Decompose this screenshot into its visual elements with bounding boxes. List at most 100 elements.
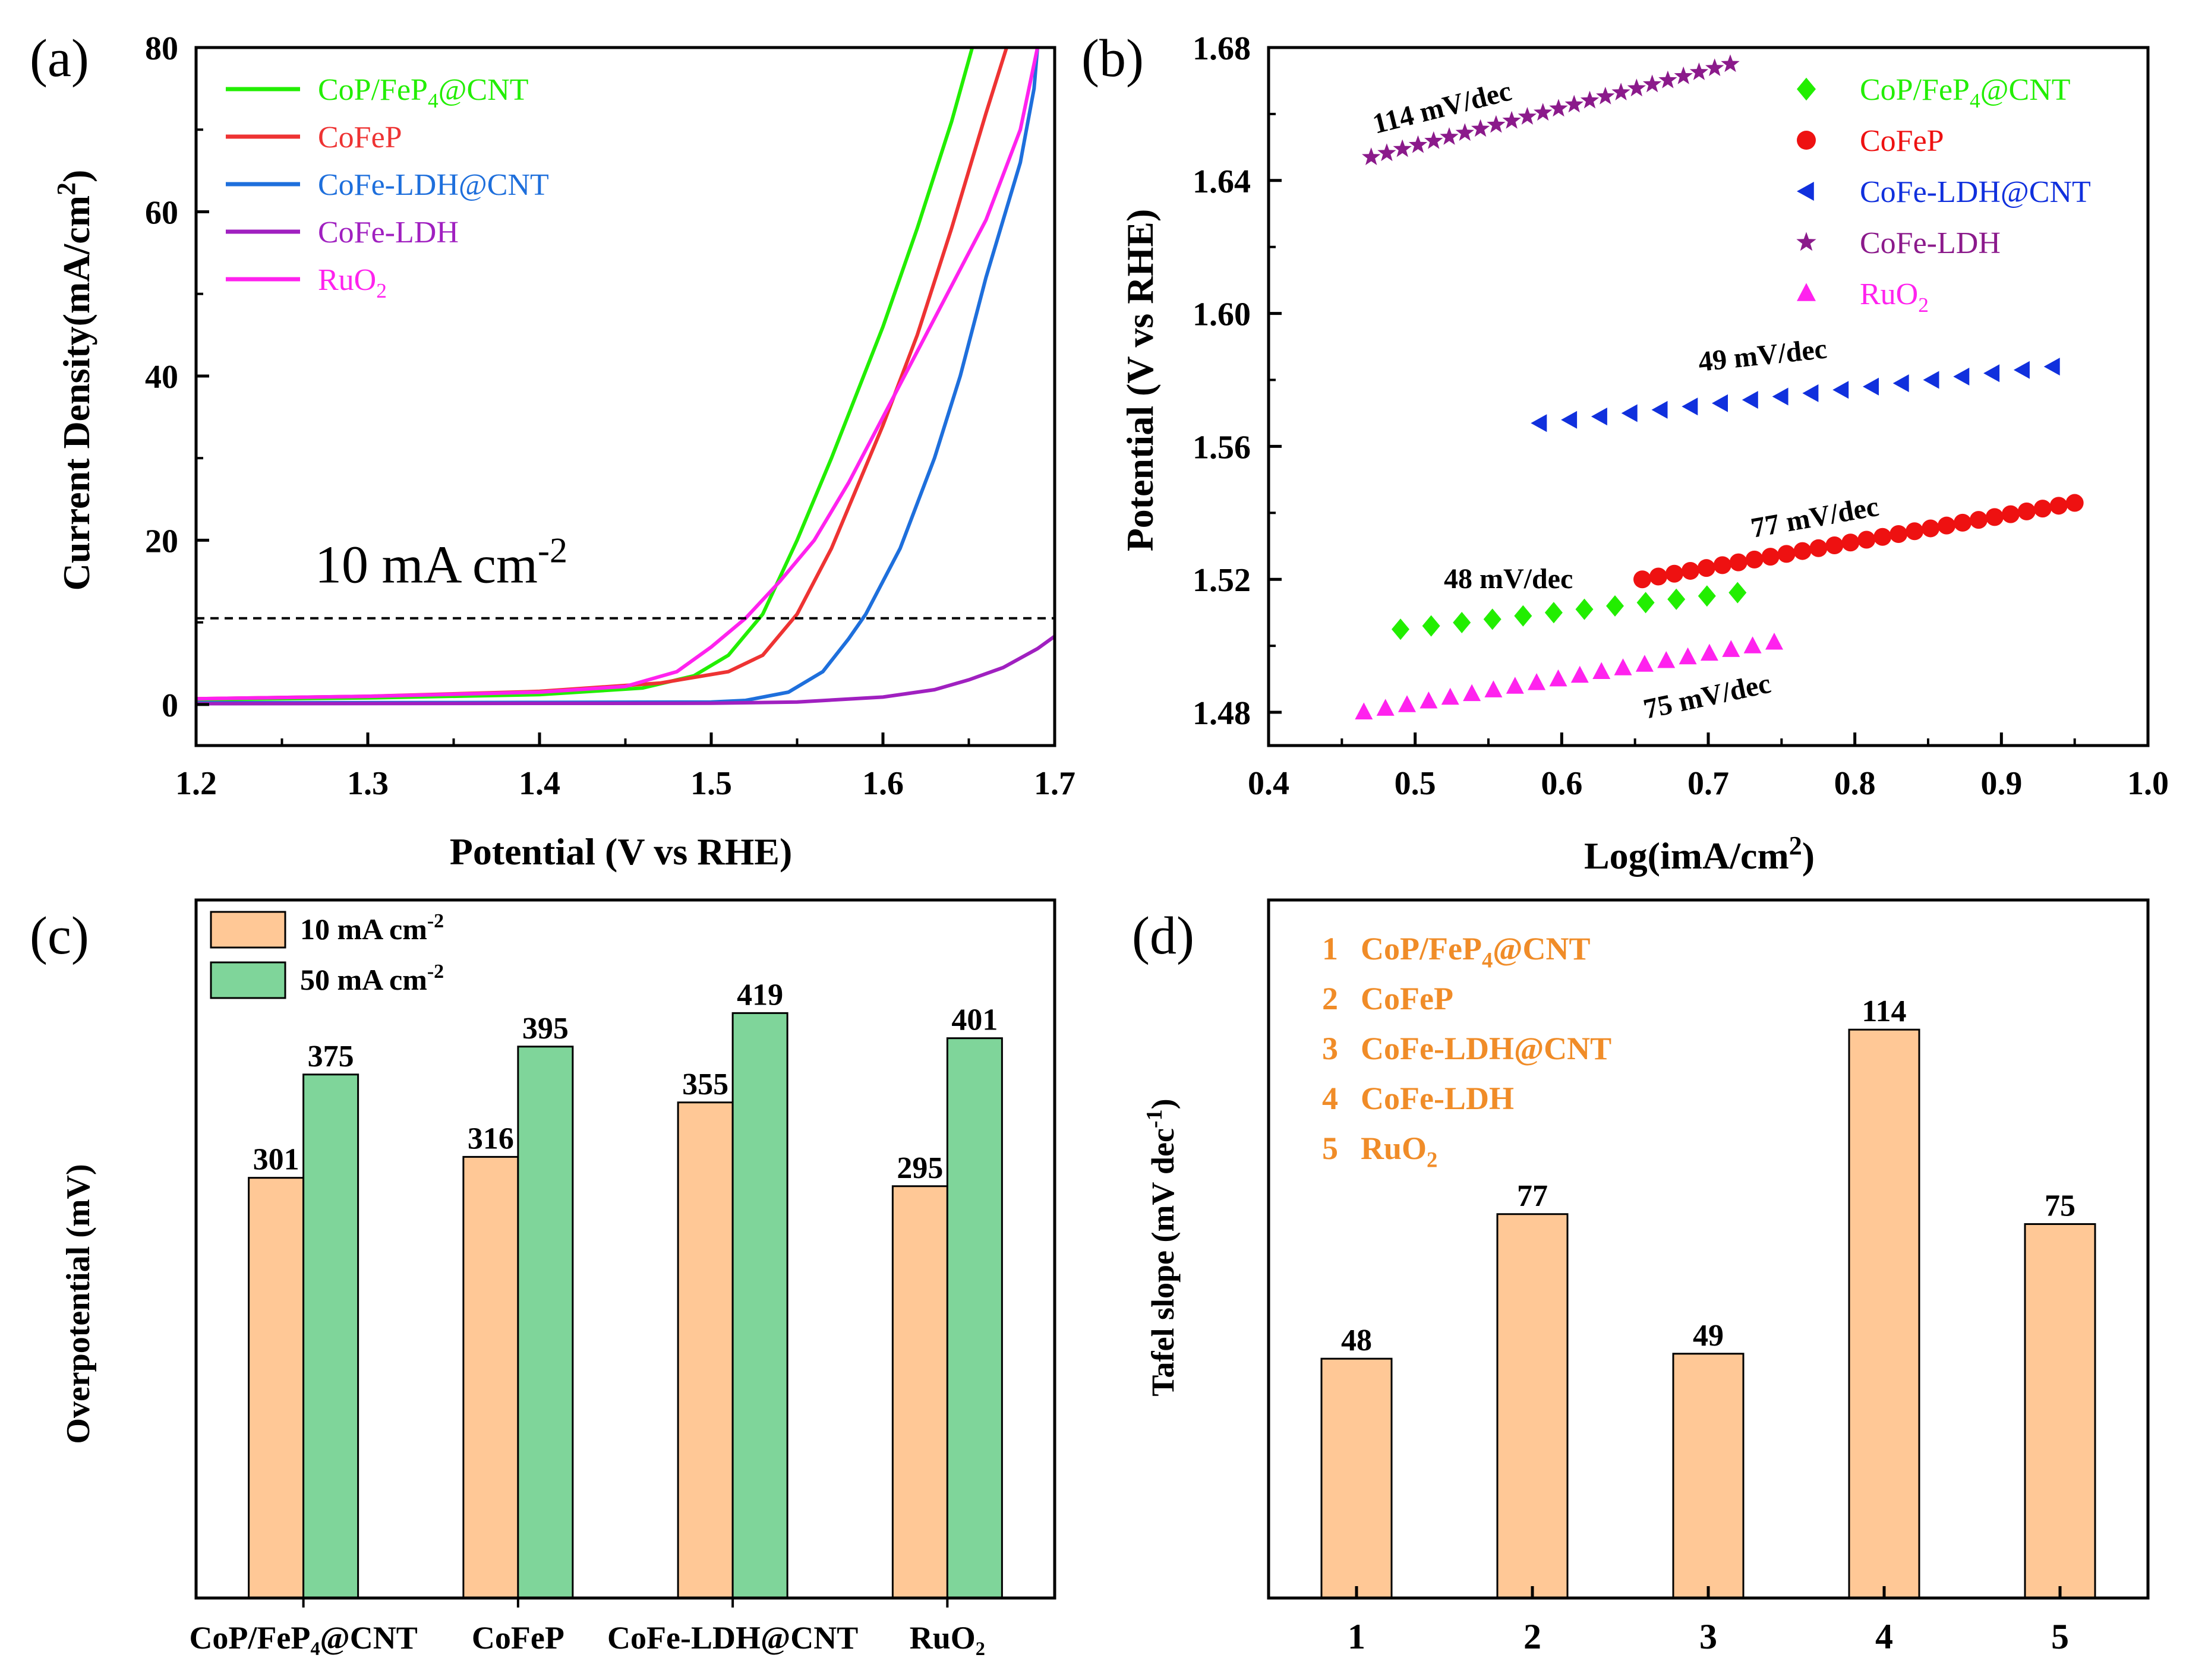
data-point	[1954, 513, 1972, 532]
x-tick-label: 1.5	[690, 765, 732, 802]
data-point	[1627, 78, 1646, 97]
x-tick-label: CoP/FeP₄@CNT	[189, 1620, 417, 1656]
bar-value-label: 301	[253, 1143, 299, 1177]
data-point	[1742, 391, 1758, 409]
data-point	[1392, 618, 1409, 640]
data-point	[1549, 99, 1568, 117]
data-point	[1463, 684, 1481, 702]
data-point	[1596, 87, 1615, 105]
x-tick-label: 0.5	[1395, 765, 1436, 802]
legend-entry: CoFeP	[318, 121, 402, 154]
panel-c: (c) 301 375 316 395 355 419 295 401 CoP/FeP₄@CN…	[30, 898, 1056, 1656]
data-point	[1797, 77, 1816, 101]
y-axis-label-b: Potential (V vs RHE)	[1119, 209, 1161, 552]
x-tick-label: 1.7	[1034, 765, 1075, 802]
panel-b-axes: 0.4 0.5 0.6 0.7 0.8 0.9 1.0 1.48 1.52 1.56 1.60 1.6…	[1193, 30, 2169, 802]
data-point	[2001, 505, 2020, 523]
data-point	[1679, 647, 1697, 665]
data-point	[1591, 408, 1607, 426]
x-axis-label: Potential (V vs RHE)	[450, 830, 793, 873]
y-tick-label: 20	[145, 523, 178, 560]
x-tick-label: RuO₂	[910, 1620, 985, 1656]
data-point	[1531, 414, 1547, 432]
data-point	[1377, 143, 1396, 162]
panel-c-legend: 10 mA cm-2 50 mA cm-2	[210, 910, 444, 999]
y-tick-label: 0	[162, 687, 178, 724]
data-point	[1969, 511, 1988, 529]
bar-value-label: 355	[682, 1068, 728, 1101]
panel-b-label: (b)	[1081, 29, 1144, 88]
data-point	[1408, 135, 1428, 153]
x-tick-label: 1.4	[519, 765, 560, 802]
legend-entry: CoFe-LDH@CNT	[1860, 175, 2091, 209]
x-tick-label: 0.8	[1834, 765, 1876, 802]
data-point	[1728, 582, 1747, 604]
data-point	[1777, 545, 1796, 563]
x-axis-label-b: Log(imA/cm2)	[1584, 831, 1815, 877]
legend-swatch	[210, 961, 286, 999]
data-point	[1534, 103, 1553, 121]
data-point	[1393, 139, 1412, 157]
data-point	[1953, 367, 1970, 386]
y-tick-label: 60	[145, 194, 178, 231]
bar-value-label: 49	[1693, 1319, 1724, 1353]
panel-c-axes: CoP/FeP₄@CNT CoFeP CoFe-LDH@CNT RuO₂	[189, 1598, 985, 1656]
data-point	[1502, 110, 1521, 129]
legend-entry: RuO2	[1361, 1130, 1437, 1172]
curve-0	[195, 47, 974, 702]
legend-entry: CoFe-LDH	[318, 216, 459, 250]
x-tick-label: 5	[2051, 1617, 2069, 1656]
bar	[1496, 1213, 1569, 1599]
data-point	[1642, 74, 1662, 93]
legend-number: 2	[1322, 981, 1338, 1016]
data-point	[1441, 687, 1459, 705]
bar	[1848, 1028, 1920, 1599]
data-point	[2049, 497, 2068, 515]
data-point	[1923, 371, 1939, 389]
data-point	[1712, 394, 1728, 412]
data-point	[1658, 70, 1677, 89]
data-point	[1362, 147, 1381, 165]
bar-value-label: 316	[468, 1122, 514, 1155]
data-point	[1665, 564, 1683, 583]
data-point	[1863, 377, 1879, 396]
data-point	[1689, 62, 1709, 80]
bar	[462, 1155, 519, 1599]
x-tick-label: 0.6	[1541, 765, 1582, 802]
legend-number: 3	[1322, 1031, 1338, 1066]
legend-entry: 10 mA cm-2	[300, 910, 444, 946]
bar-value-label: 77	[1517, 1179, 1548, 1213]
data-point	[1422, 615, 1440, 637]
y-axis-label-d: Tafel slope (mV dec-1)	[1142, 1098, 1181, 1396]
data-point	[1611, 83, 1630, 100]
data-point	[1765, 633, 1783, 650]
panel-b-legend: CoP/FeP4@CNT CoFeP CoFe-LDH@CNT CoFe-LDH RuO…	[1796, 73, 2091, 317]
bar	[731, 1012, 788, 1599]
x-tick-label: 1.2	[175, 765, 217, 802]
data-point	[2065, 494, 2084, 512]
panel-a: (a) 10 mA cm-2 1.2 1.3 1.4 1.5 1.6 1.7 0 20 40 60…	[30, 29, 1075, 873]
data-point	[1873, 528, 1892, 546]
data-point	[1657, 651, 1676, 668]
data-point	[1667, 588, 1686, 610]
data-point	[1561, 410, 1578, 429]
slope-label: 75 mV/dec	[1641, 668, 1774, 725]
data-point	[1549, 669, 1567, 687]
legend-entry: CoFe-LDH	[1361, 1081, 1514, 1116]
data-point	[1743, 636, 1762, 653]
legend-entry: CoFeP	[1361, 981, 1453, 1016]
bar	[1320, 1357, 1393, 1599]
bar	[677, 1101, 734, 1599]
data-point	[1698, 585, 1716, 607]
x-tick-label: 0.7	[1687, 765, 1729, 802]
x-tick-label: 3	[1699, 1617, 1717, 1656]
curve-4	[195, 47, 1040, 701]
data-point	[1890, 525, 1908, 543]
data-point	[1682, 397, 1698, 416]
data-point	[1892, 374, 1909, 393]
panel-b-points	[1355, 54, 2084, 719]
x-tick-label: 2	[1523, 1617, 1541, 1656]
data-point	[1487, 115, 1506, 133]
